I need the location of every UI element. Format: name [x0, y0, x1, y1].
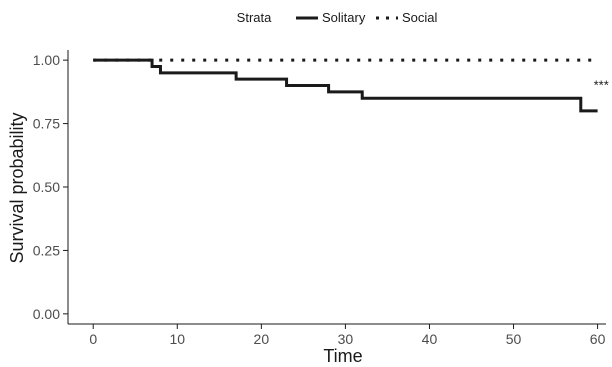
y-tick-label: 1.00 — [33, 52, 60, 68]
y-tick-label: 0.00 — [33, 306, 60, 322]
plot-area: 0.00 0.25 0.50 0.75 1.00 0 10 20 30 40 50 60 *** — [33, 50, 609, 347]
x-tick-label: 10 — [169, 331, 185, 347]
legend-title: Strata — [237, 10, 272, 25]
y-tick-label: 0.25 — [33, 242, 60, 258]
x-tick-label: 20 — [254, 331, 270, 347]
x-tick-label: 40 — [422, 331, 438, 347]
legend-label-social: Social — [402, 10, 438, 25]
y-tick-label: 0.75 — [33, 116, 60, 132]
y-tick-label: 0.50 — [33, 179, 60, 195]
series-line-solitary — [93, 60, 597, 111]
significance-annotation: *** — [594, 78, 609, 93]
x-tick-label: 60 — [590, 331, 606, 347]
x-axis-title: Time — [323, 346, 362, 366]
series-layer — [93, 60, 597, 111]
x-tick-label: 30 — [338, 331, 354, 347]
x-axis-ticks: 0 10 20 30 40 50 60 — [89, 324, 605, 347]
y-axis-title: Survival probability — [7, 112, 27, 263]
x-tick-label: 0 — [89, 331, 97, 347]
legend: Strata Solitary Social — [237, 10, 438, 25]
x-tick-label: 50 — [506, 331, 522, 347]
legend-label-solitary: Solitary — [322, 10, 366, 25]
y-axis-ticks: 0.00 0.25 0.50 0.75 1.00 — [33, 52, 68, 322]
annotations: *** — [594, 78, 609, 93]
